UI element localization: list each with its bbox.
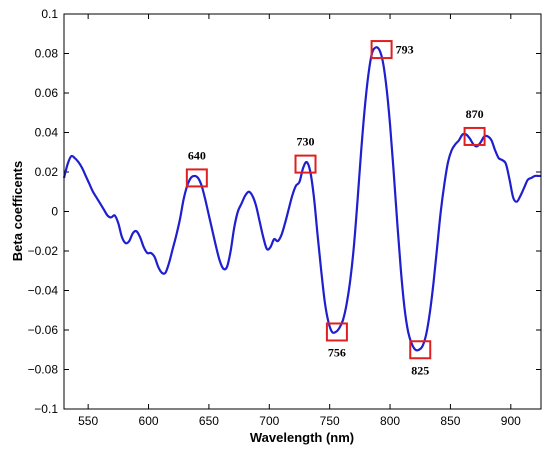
peak-marker-730	[294, 154, 317, 174]
y-axis-title: Beta coefficents	[10, 161, 25, 261]
y-tick-label-0: 0	[51, 205, 58, 219]
peak-label-640: 640	[188, 148, 206, 162]
y-tick-label-0.02: 0.02	[35, 165, 59, 179]
x-tick-label-750: 750	[320, 414, 340, 428]
peak-label-793: 793	[396, 43, 414, 57]
plot-background	[64, 14, 541, 409]
x-axis-title: Wavelength (nm)	[250, 430, 354, 445]
x-tick-label-900: 900	[501, 414, 521, 428]
y-tick-label-0.06: 0.06	[35, 86, 59, 100]
x-tick-label-800: 800	[380, 414, 400, 428]
peak-marker-756	[325, 322, 348, 342]
x-tick-label-650: 650	[199, 414, 219, 428]
y-tick-label-0.1: 0.1	[41, 7, 58, 21]
peak-marker-640	[185, 168, 208, 188]
peak-label-825: 825	[411, 363, 429, 377]
y-tick-label-−0.02: −0.02	[28, 244, 59, 258]
y-tick-label-−0.06: −0.06	[28, 323, 59, 337]
plot-frame	[63, 13, 542, 410]
x-tick-label-550: 550	[78, 414, 98, 428]
y-tick-label-−0.08: −0.08	[28, 363, 59, 377]
series-line-0	[62, 46, 541, 352]
peak-label-870: 870	[466, 107, 484, 121]
x-tick-label-850: 850	[440, 414, 460, 428]
x-tick-label-600: 600	[139, 414, 159, 428]
y-tick-label-−0.1: −0.1	[34, 402, 58, 416]
chart-marks: 550 600 650 700 750 800 850 900 0.1 0.08 0.06 0.04 0…	[28, 7, 541, 428]
peak-marker-793	[370, 40, 393, 60]
y-tick-label-0.04: 0.04	[35, 126, 59, 140]
peak-marker-825	[409, 340, 432, 360]
peak-label-756: 756	[328, 345, 346, 359]
y-tick-label-0.08: 0.08	[35, 47, 59, 61]
y-tick-label-−0.04: −0.04	[28, 284, 59, 298]
peak-label-730: 730	[297, 135, 315, 149]
x-tick-label-700: 700	[259, 414, 279, 428]
peak-marker-870	[463, 126, 486, 146]
